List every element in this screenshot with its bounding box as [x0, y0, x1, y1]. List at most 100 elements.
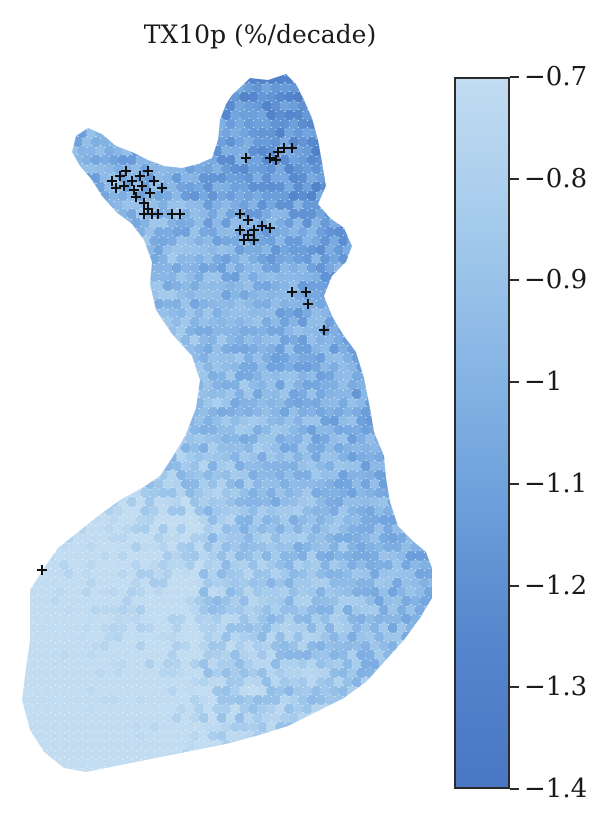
- map-cell: [221, 505, 232, 517]
- map-cell: [342, 730, 354, 742]
- map-cell: [338, 199, 349, 211]
- map-cell: [320, 523, 331, 535]
- map-cell: [248, 181, 259, 193]
- map-cell: [140, 397, 151, 409]
- map-cell: [392, 217, 403, 229]
- map-cell: [41, 523, 52, 535]
- map-cell: [198, 568, 210, 580]
- map-cell: [369, 586, 381, 598]
- map-cell: [140, 667, 151, 679]
- map-cell: [135, 550, 147, 562]
- map-cell: [68, 74, 79, 85]
- map-cell: [392, 325, 403, 337]
- map-cell: [279, 676, 291, 688]
- map-cell: [243, 136, 255, 148]
- map-cell: [144, 316, 156, 328]
- map-cell: [360, 712, 372, 724]
- map-cell: [239, 289, 250, 301]
- map-cell: [113, 109, 124, 121]
- map-cell: [239, 433, 250, 445]
- map-cell: [302, 343, 313, 355]
- map-cell: [374, 721, 385, 733]
- map-cell: [77, 361, 88, 373]
- map-cell: [401, 397, 412, 409]
- map-cell: [45, 568, 57, 580]
- map-cell: [212, 559, 223, 571]
- map-cell: [284, 271, 295, 283]
- map-cell: [135, 622, 147, 634]
- map-cell: [414, 298, 426, 310]
- map-cell: [230, 559, 241, 571]
- map-cell: [36, 658, 48, 670]
- map-cell: [54, 190, 66, 202]
- map-cell: [414, 766, 426, 772]
- map-cell: [284, 343, 295, 355]
- map-cell: [45, 766, 57, 772]
- map-cell: [10, 605, 21, 616]
- map-cell: [162, 640, 174, 652]
- map-cell: [126, 478, 138, 490]
- map-cell: [10, 749, 21, 760]
- map-cell: [185, 217, 196, 229]
- map-cell: [311, 613, 322, 625]
- map-cell: [198, 370, 210, 382]
- map-cell: [284, 649, 295, 661]
- map-cell: [356, 739, 367, 751]
- map-cell: [140, 433, 151, 445]
- map-cell: [216, 82, 228, 94]
- map-cell: [288, 172, 300, 184]
- map-cell: [329, 559, 340, 571]
- map-cell: [189, 244, 201, 256]
- map-cell: [378, 74, 390, 76]
- map-cell: [104, 235, 115, 247]
- map-cell: [131, 451, 142, 463]
- map-cell: [437, 740, 440, 751]
- map-cell: [90, 766, 102, 772]
- map-cell: [351, 280, 363, 292]
- map-cell: [86, 451, 97, 463]
- map-cell: [158, 307, 169, 319]
- map-cell: [266, 703, 277, 715]
- map-cell: [275, 325, 286, 337]
- map-cell: [68, 109, 79, 121]
- map-cell: [176, 307, 187, 319]
- map-cell: [360, 676, 372, 688]
- map-cell: [90, 442, 102, 454]
- map-cell: [81, 82, 93, 94]
- map-cell: [396, 262, 408, 274]
- map-cell: [284, 739, 295, 751]
- map-cell: [338, 415, 349, 427]
- map-cell: [279, 298, 291, 310]
- map-cell: [419, 379, 430, 391]
- map-cell: [32, 541, 43, 553]
- map-cell: [419, 145, 430, 157]
- map-cell: [261, 694, 273, 706]
- map-cell: [351, 496, 363, 508]
- map-cell: [356, 721, 367, 733]
- map-cell: [162, 766, 174, 772]
- map-cell: [302, 235, 313, 247]
- map-cell: [356, 649, 367, 661]
- map-cell: [68, 451, 79, 463]
- map-cell: [104, 325, 115, 337]
- map-cell: [50, 667, 61, 679]
- map-cell: [22, 514, 30, 526]
- map-cell: [243, 532, 255, 544]
- map-cell: [433, 713, 440, 724]
- map-cell: [216, 622, 228, 634]
- map-cell: [207, 280, 219, 292]
- map-cell: [72, 496, 84, 508]
- map-cell: [95, 613, 106, 625]
- map-cell: [347, 127, 358, 139]
- map-cell: [383, 217, 394, 229]
- map-cell: [171, 604, 183, 616]
- map-cell: [288, 154, 300, 166]
- map-cell: [176, 127, 187, 139]
- map-cell: [77, 685, 88, 697]
- map-cell: [113, 505, 124, 517]
- map-cell: [306, 82, 318, 94]
- map-cell: [32, 703, 43, 715]
- map-cell: [113, 541, 124, 553]
- map-cell: [279, 406, 291, 418]
- map-cell: [311, 505, 322, 517]
